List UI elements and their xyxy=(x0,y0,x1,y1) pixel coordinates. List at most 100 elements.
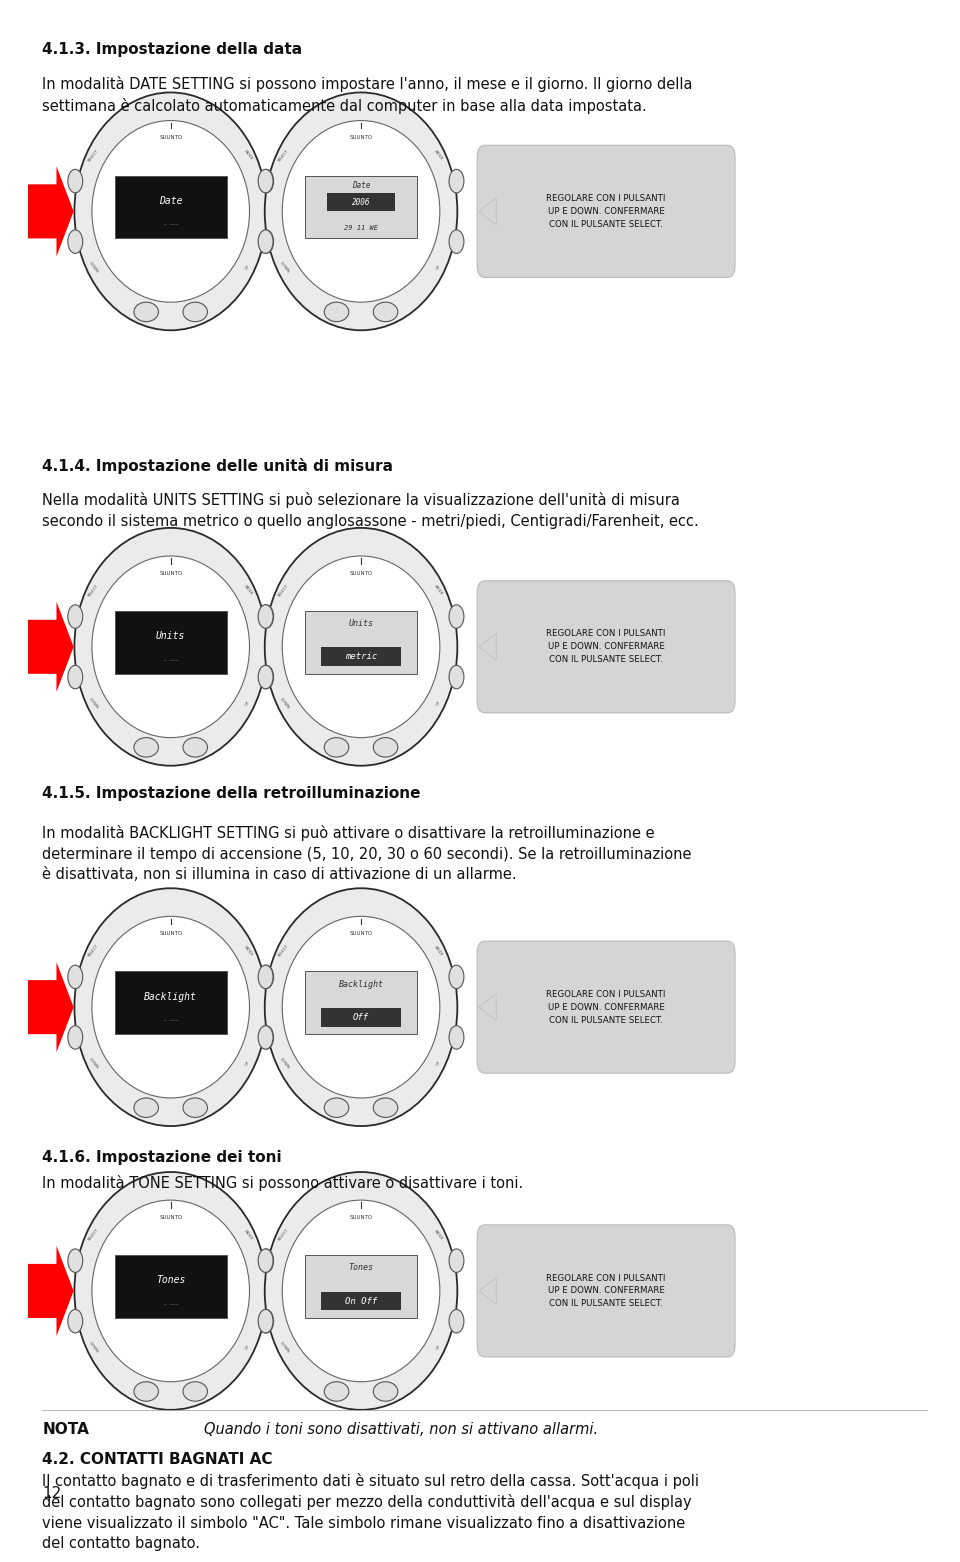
Text: DOWN: DOWN xyxy=(88,261,99,273)
Text: DOWN: DOWN xyxy=(278,1340,290,1353)
Text: In modalità DATE SETTING si possono impostare l'anno, il mese e il giorno. Il gi: In modalità DATE SETTING si possono impo… xyxy=(42,77,693,114)
Ellipse shape xyxy=(92,120,250,301)
Text: 12: 12 xyxy=(42,1485,61,1501)
Ellipse shape xyxy=(74,889,267,1126)
Circle shape xyxy=(258,965,274,989)
Ellipse shape xyxy=(92,917,250,1098)
FancyBboxPatch shape xyxy=(305,1256,417,1318)
Circle shape xyxy=(449,1250,464,1273)
Text: MODE: MODE xyxy=(433,150,444,161)
Text: Tones: Tones xyxy=(348,1264,373,1273)
Circle shape xyxy=(258,665,273,689)
Text: UP: UP xyxy=(245,1343,251,1351)
Circle shape xyxy=(258,230,273,253)
FancyBboxPatch shape xyxy=(321,1007,401,1026)
FancyBboxPatch shape xyxy=(305,175,417,239)
Ellipse shape xyxy=(134,737,158,758)
Text: MODE: MODE xyxy=(243,584,253,597)
Ellipse shape xyxy=(282,556,440,737)
FancyBboxPatch shape xyxy=(477,1225,735,1357)
Text: SUUNTO: SUUNTO xyxy=(349,570,372,576)
Circle shape xyxy=(449,230,464,253)
Text: SELECT: SELECT xyxy=(277,148,290,162)
Polygon shape xyxy=(28,601,74,692)
Ellipse shape xyxy=(92,556,250,737)
Circle shape xyxy=(258,1250,274,1273)
Text: — ———: — ——— xyxy=(163,1301,178,1307)
Text: REGOLARE CON I PULSANTI
UP E DOWN. CONFERMARE
CON IL PULSANTE SELECT.: REGOLARE CON I PULSANTI UP E DOWN. CONFE… xyxy=(546,990,666,1025)
Circle shape xyxy=(68,665,83,689)
Ellipse shape xyxy=(324,301,348,322)
Circle shape xyxy=(449,169,464,192)
Text: Backlight: Backlight xyxy=(339,979,384,989)
Ellipse shape xyxy=(74,1172,267,1410)
Text: Backlight: Backlight xyxy=(144,992,197,1001)
Ellipse shape xyxy=(373,301,397,322)
Circle shape xyxy=(258,169,274,192)
Text: 4.1.4. Impostazione delle unità di misura: 4.1.4. Impostazione delle unità di misur… xyxy=(42,458,394,473)
Text: DOWN: DOWN xyxy=(278,1057,290,1070)
Ellipse shape xyxy=(373,1382,397,1401)
Polygon shape xyxy=(479,993,496,1020)
Circle shape xyxy=(68,1026,83,1050)
Text: metric: metric xyxy=(345,653,377,661)
Circle shape xyxy=(68,965,83,989)
Text: REGOLARE CON I PULSANTI
UP E DOWN. CONFERMARE
CON IL PULSANTE SELECT.: REGOLARE CON I PULSANTI UP E DOWN. CONFE… xyxy=(546,194,666,228)
Text: SELECT: SELECT xyxy=(277,1228,290,1242)
Ellipse shape xyxy=(74,528,267,765)
Circle shape xyxy=(449,604,464,628)
Text: MODE: MODE xyxy=(243,1229,253,1240)
Circle shape xyxy=(258,665,274,689)
Text: SELECT: SELECT xyxy=(277,584,290,598)
Polygon shape xyxy=(28,1246,74,1336)
Ellipse shape xyxy=(265,1172,457,1410)
Text: Date: Date xyxy=(159,195,182,206)
Text: 4.1.6. Impostazione dei toni: 4.1.6. Impostazione dei toni xyxy=(42,1150,282,1165)
Text: UP: UP xyxy=(245,264,251,270)
Text: Il contatto bagnato e di trasferimento dati è situato sul retro della cassa. Sot: Il contatto bagnato e di trasferimento d… xyxy=(42,1473,699,1551)
Ellipse shape xyxy=(373,1098,397,1117)
Ellipse shape xyxy=(134,1382,158,1401)
Circle shape xyxy=(258,1026,273,1050)
Ellipse shape xyxy=(134,1098,158,1117)
Text: SUUNTO: SUUNTO xyxy=(159,1215,182,1220)
Ellipse shape xyxy=(265,528,457,765)
Ellipse shape xyxy=(183,1098,207,1117)
Text: DOWN: DOWN xyxy=(88,1340,99,1353)
Text: Quando i toni sono disattivati, non si attivano allarmi.: Quando i toni sono disattivati, non si a… xyxy=(204,1421,598,1437)
Text: UP: UP xyxy=(245,1061,251,1067)
Ellipse shape xyxy=(183,737,207,758)
Text: SELECT: SELECT xyxy=(87,943,100,958)
Text: DOWN: DOWN xyxy=(88,697,99,709)
FancyBboxPatch shape xyxy=(114,972,227,1034)
Circle shape xyxy=(68,169,83,192)
Circle shape xyxy=(449,665,464,689)
Circle shape xyxy=(449,1309,464,1332)
Text: Date: Date xyxy=(351,181,371,191)
FancyBboxPatch shape xyxy=(114,175,227,239)
Text: On Off: On Off xyxy=(345,1296,377,1306)
Circle shape xyxy=(449,965,464,989)
Ellipse shape xyxy=(324,737,348,758)
FancyBboxPatch shape xyxy=(305,972,417,1034)
Text: UP: UP xyxy=(435,1343,442,1351)
Text: NOTA: NOTA xyxy=(42,1421,89,1437)
Text: 2006: 2006 xyxy=(351,197,371,206)
Text: SELECT: SELECT xyxy=(87,584,100,598)
Circle shape xyxy=(68,1309,83,1332)
Polygon shape xyxy=(28,166,74,256)
Text: REGOLARE CON I PULSANTI
UP E DOWN. CONFERMARE
CON IL PULSANTE SELECT.: REGOLARE CON I PULSANTI UP E DOWN. CONFE… xyxy=(546,1273,666,1309)
FancyBboxPatch shape xyxy=(477,145,735,278)
Text: 4.1.5. Impostazione della retroilluminazione: 4.1.5. Impostazione della retroilluminaz… xyxy=(42,786,420,801)
Text: SELECT: SELECT xyxy=(277,943,290,958)
Text: Units: Units xyxy=(348,619,373,628)
Circle shape xyxy=(258,1250,273,1273)
Ellipse shape xyxy=(282,1200,440,1382)
Ellipse shape xyxy=(373,737,397,758)
Text: UP: UP xyxy=(435,700,442,706)
Text: 29 11 WE: 29 11 WE xyxy=(344,225,378,231)
Text: MODE: MODE xyxy=(243,945,253,958)
Text: — ———: — ——— xyxy=(163,222,178,226)
Ellipse shape xyxy=(265,889,457,1126)
Text: Off: Off xyxy=(353,1012,369,1022)
